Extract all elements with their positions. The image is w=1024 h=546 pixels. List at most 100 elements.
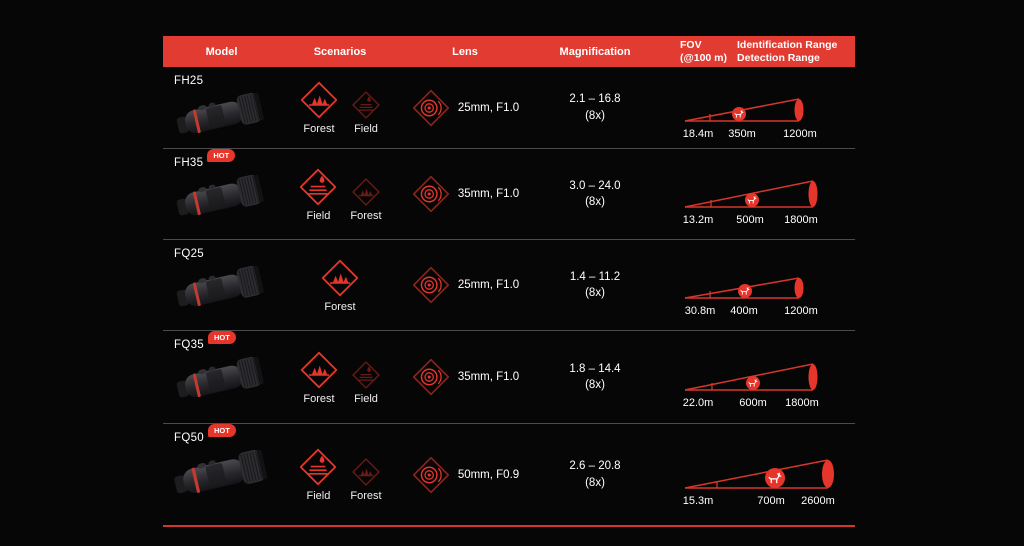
- magnification-range: 2.1 – 16.8: [569, 93, 621, 106]
- fov-cone-diagram: 13.2m 500m 1800m: [683, 180, 818, 226]
- fov-at-100m-label: 18.4m: [683, 128, 714, 140]
- header-scenarios: Scenarios: [313, 45, 367, 58]
- fov-range-cell: 13.2m 500m 1800m: [660, 155, 855, 233]
- lens-spec: 25mm, F1.0: [457, 279, 520, 291]
- table-row: FQ25 Forest 25mm, F1.0 1.4 – 11.2 (8x) 30.8m 4…: [163, 240, 855, 331]
- deer-icon: [738, 284, 752, 298]
- magnification-zoom: (8x): [585, 287, 605, 299]
- lens-cell: 25mm, F1.0: [400, 88, 530, 128]
- table-row: FQ35 HOT Forest Field 35mm, F1.0 1.8 – 14.4 (8…: [163, 331, 855, 424]
- model-name: FQ25: [174, 247, 204, 260]
- scenarios-cell: Field Forest: [280, 167, 400, 222]
- header-magnification: Magnification: [559, 45, 631, 58]
- fov-at-100m-label: 22.0m: [683, 397, 714, 409]
- magnification-range: 1.8 – 14.4: [569, 362, 621, 375]
- model-name-row: FQ35 HOT: [174, 331, 280, 352]
- product-image: [176, 265, 264, 307]
- scenarios-cell: Field Forest: [280, 447, 400, 502]
- model-name-row: FH35 HOT: [174, 149, 280, 170]
- scenario-label: Field: [354, 392, 378, 405]
- deer-icon: [746, 376, 760, 390]
- product-image: [173, 449, 267, 494]
- lens-icon: [412, 175, 449, 213]
- scenarios-cell: Forest Field: [280, 80, 400, 135]
- field-icon: [300, 168, 337, 205]
- fov-at-100m-label: 30.8m: [685, 305, 716, 317]
- lens-icon: [412, 358, 449, 396]
- scenario-item: Forest: [299, 80, 339, 135]
- model-cell: FQ50 HOT: [163, 424, 280, 525]
- scenario-label: Forest: [303, 392, 335, 405]
- header-lens: Lens: [452, 45, 478, 58]
- fov-range-cell: 22.0m 600m 1800m: [660, 338, 855, 416]
- forest-icon: [352, 458, 380, 486]
- hot-badge: HOT: [207, 331, 236, 344]
- lens-cell: 50mm, F0.9: [400, 455, 530, 495]
- header-fov-ranges: FOV (@100 m) Identification Range Detect…: [660, 39, 855, 64]
- model-name-row: FQ25: [174, 246, 280, 261]
- product-image: [176, 356, 264, 398]
- model-name: FH35: [174, 156, 204, 169]
- model-name-row: FH25: [174, 73, 280, 88]
- header-ranges: Identification Range Detection Range: [737, 38, 838, 64]
- lens-spec: 25mm, F1.0: [457, 101, 520, 114]
- scenario-item: Field: [351, 360, 381, 405]
- deer-icon: [765, 467, 785, 488]
- fov-cone-diagram: 30.8m 400m 1200m: [685, 277, 818, 317]
- magnification-cell: 1.4 – 11.2 (8x): [530, 269, 660, 301]
- forest-icon: [321, 259, 359, 296]
- table-header: Model Scenarios Lens Magnification FOV (…: [163, 36, 855, 67]
- fov-cone-diagram: 18.4m 350m 1200m: [683, 97, 817, 140]
- magnification-range: 2.6 – 20.8: [569, 460, 621, 473]
- identification-range-label: 500m: [736, 214, 764, 226]
- detection-range-label: 1200m: [784, 305, 818, 317]
- scenario-label: Forest: [350, 209, 382, 222]
- table-row: FH35 HOT Field Forest 35mm, F1.0 3.0 – 24.0 (8…: [163, 149, 855, 240]
- header-fov: FOV (@100 m): [680, 38, 728, 64]
- scenario-item: Forest: [299, 350, 339, 405]
- deer-icon: [745, 193, 759, 207]
- lens-spec: 35mm, F1.0: [457, 371, 520, 383]
- fov-at-100m-label: 15.3m: [683, 495, 714, 507]
- fov-cone-diagram: 15.3m 700m 2600m: [683, 458, 835, 507]
- scenario-label: Forest: [324, 300, 356, 313]
- fov-at-100m-label: 13.2m: [683, 214, 714, 226]
- lens-icon: [412, 456, 449, 493]
- scenarios-cell: Forest Field: [280, 350, 400, 405]
- model-cell: FH25: [163, 67, 280, 148]
- product-image: [176, 92, 264, 134]
- field-icon: [352, 91, 380, 119]
- scenario-label: Field: [306, 209, 331, 222]
- model-cell: FQ25: [163, 240, 280, 330]
- deer-icon: [732, 106, 746, 121]
- lens-cell: 35mm, F1.0: [400, 174, 530, 214]
- scenario-label: Field: [354, 123, 378, 135]
- magnification-cell: 3.0 – 24.0 (8x): [530, 178, 660, 210]
- detection-range-label: 2600m: [801, 495, 835, 507]
- table-body: FH25 Forest Field 25mm, F1.0 2.1 – 16.8 (8x) 1…: [163, 67, 855, 527]
- fov-range-cell: 18.4m 350m 1200m: [660, 69, 855, 147]
- lens-icon: [412, 266, 449, 304]
- model-name-row: FQ50 HOT: [174, 424, 280, 445]
- lens-spec: 50mm, F0.9: [457, 468, 520, 481]
- fov-range-cell: 15.3m 700m 2600m: [660, 436, 855, 514]
- identification-range-label: 350m: [728, 128, 756, 140]
- magnification-zoom: (8x): [585, 379, 605, 391]
- table-row: FH25 Forest Field 25mm, F1.0 2.1 – 16.8 (8x) 1…: [163, 67, 855, 149]
- field-icon: [300, 448, 337, 486]
- model-cell: FH35 HOT: [163, 149, 280, 239]
- lens-icon: [412, 89, 449, 126]
- scenario-item: Forest: [320, 258, 360, 313]
- hot-badge: HOT: [207, 424, 236, 437]
- scenario-item: Forest: [350, 457, 382, 502]
- forest-icon: [300, 351, 338, 388]
- comparison-table: Model Scenarios Lens Magnification FOV (…: [163, 36, 855, 527]
- magnification-zoom: (8x): [585, 476, 605, 489]
- fov-cone-diagram: 22.0m 600m 1800m: [683, 363, 819, 409]
- model-cell: FQ35 HOT: [163, 331, 280, 423]
- forest-icon: [352, 177, 380, 206]
- magnification-cell: 1.8 – 14.4 (8x): [530, 361, 660, 393]
- detection-range-label: 1200m: [783, 128, 817, 140]
- scenario-item: Field: [351, 90, 381, 135]
- scenario-label: Forest: [303, 123, 335, 135]
